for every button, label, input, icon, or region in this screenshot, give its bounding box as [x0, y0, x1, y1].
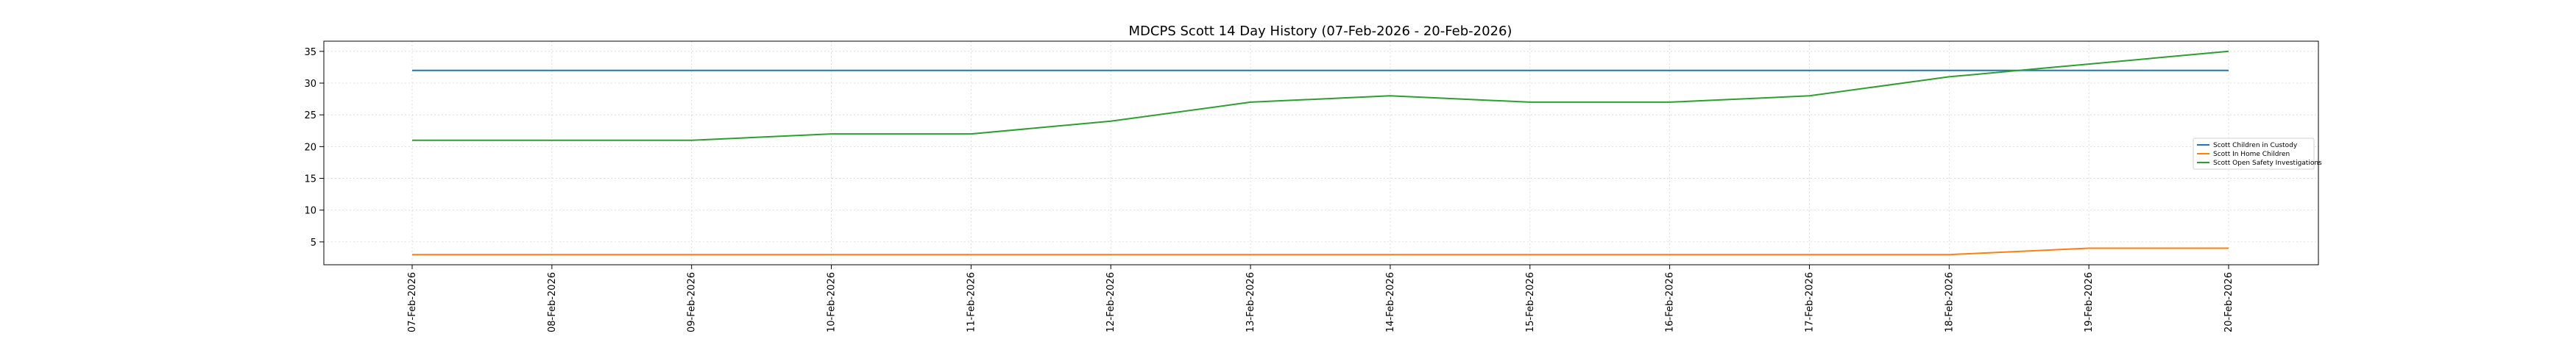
grid-lines — [324, 41, 2318, 265]
x-tick-label: 11-Feb-2026 — [966, 272, 977, 332]
series-line-2 — [412, 247, 2229, 256]
x-tick-label: 17-Feb-2026 — [1804, 272, 1815, 332]
x-tick-label: 16-Feb-2026 — [1665, 272, 1676, 332]
x-tick-label: 13-Feb-2026 — [1245, 272, 1256, 332]
legend-label: Scott Children in Custody — [2213, 142, 2298, 149]
series-lines — [412, 50, 2229, 256]
y-tick-label: 35 — [304, 47, 316, 58]
x-tick-label: 15-Feb-2026 — [1525, 272, 1536, 332]
legend-box — [2193, 138, 2315, 170]
x-axis: 07-Feb-2026 08-Feb-2026 09-Feb-2026 10-Feb-… — [407, 265, 2234, 332]
y-axis: 5 10 15 20 25 30 35 — [304, 47, 324, 249]
x-tick-label: 20-Feb-2026 — [2223, 272, 2234, 332]
y-tick-label: 15 — [304, 174, 316, 185]
x-tick-label: 10-Feb-2026 — [827, 272, 838, 332]
x-tick-label: 12-Feb-2026 — [1105, 272, 1117, 332]
x-tick-label: 07-Feb-2026 — [407, 272, 418, 332]
legend-label: Scott Open Safety Investigations — [2213, 160, 2322, 167]
series-line-3 — [412, 50, 2229, 141]
plot-area — [323, 40, 2319, 265]
x-tick-label: 09-Feb-2026 — [687, 272, 698, 332]
y-tick-label: 5 — [311, 238, 316, 249]
legend-label: Scott In Home Children — [2213, 151, 2290, 158]
x-tick-label: 19-Feb-2026 — [2084, 272, 2095, 332]
x-tick-label: 14-Feb-2026 — [1385, 272, 1396, 332]
chart-title: MDCPS Scott 14 Day History (07-Feb-2026 … — [1129, 24, 1512, 39]
x-tick-label: 08-Feb-2026 — [547, 272, 558, 332]
y-tick-label: 20 — [304, 142, 316, 153]
legend: Scott Children in Custody Scott In Home C… — [2193, 138, 2322, 170]
x-tick-label: 18-Feb-2026 — [1944, 272, 1955, 332]
y-tick-label: 10 — [304, 206, 316, 217]
y-tick-label: 25 — [304, 110, 316, 121]
y-tick-label: 30 — [304, 79, 316, 90]
